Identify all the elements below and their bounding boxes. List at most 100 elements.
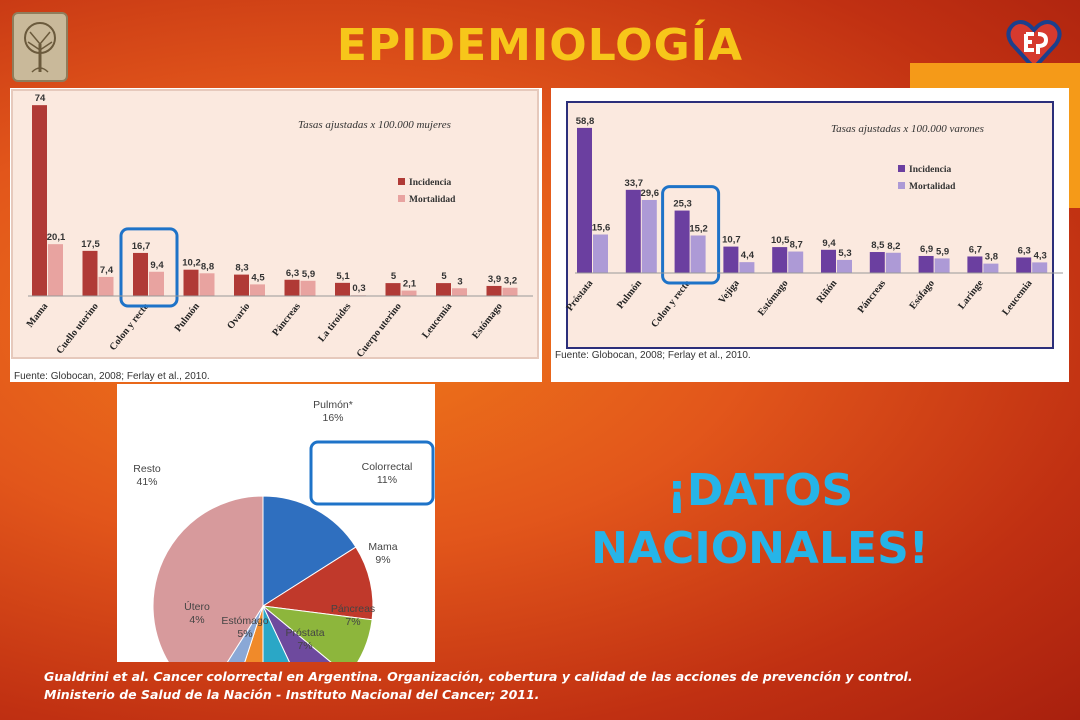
pie-slice-resto bbox=[152, 495, 264, 662]
bar-incidencia-pancreas bbox=[284, 279, 300, 296]
legend-label-mortalidad: Mortalidad bbox=[909, 182, 956, 192]
value-label-mortalidad-pancreas: 5,9 bbox=[302, 269, 315, 280]
bar-mortalidad-rinon bbox=[837, 259, 852, 273]
bar-incidencia-ovario bbox=[234, 274, 249, 296]
bar-incidencia-leucemia bbox=[436, 283, 451, 296]
value-label-incidencia-colon-y-recto: 16,7 bbox=[132, 241, 151, 252]
bar-incidencia-cuerpo-uterino bbox=[385, 283, 401, 296]
pie-slice-estomago bbox=[244, 605, 264, 662]
value-label-incidencia-pulmon: 10,2 bbox=[182, 258, 201, 269]
bar-mortalidad-pancreas bbox=[885, 252, 901, 273]
bar-mortalidad-cuerpo-uterino bbox=[401, 290, 417, 296]
bar-mortalidad-estomago bbox=[788, 251, 804, 273]
bar-incidencia-colon-y-recto bbox=[674, 210, 690, 273]
value-label-incidencia-vejiga: 10,7 bbox=[722, 235, 741, 246]
value-label-mortalidad-colon-y-recto: 9,4 bbox=[150, 260, 164, 271]
bar-mortalidad-laringe bbox=[983, 263, 999, 273]
value-label-incidencia-leucemia: 6,3 bbox=[1018, 245, 1031, 256]
chart-title: Tasas ajustadas x 100.000 mujeres bbox=[298, 119, 451, 131]
value-label-incidencia-laringe: 6,7 bbox=[969, 244, 982, 255]
bar-mortalidad-colon-y-recto bbox=[690, 235, 706, 273]
highlight-box-colon-y-recto bbox=[661, 185, 721, 285]
citation: Gualdrini et al. Cancer colorrectal en A… bbox=[44, 668, 1064, 704]
value-label-incidencia-pancreas: 6,3 bbox=[286, 268, 299, 279]
pie-pct-resto: 41% bbox=[136, 476, 157, 488]
value-label-incidencia-pancreas: 8,5 bbox=[871, 240, 885, 251]
value-label-mortalidad-la-tiroides: 0,3 bbox=[352, 283, 365, 294]
chart-source: Fuente: Globocan, 2008; Ferlay et al., 2… bbox=[14, 371, 210, 382]
bar-mortalidad-ovario bbox=[250, 284, 265, 296]
value-label-incidencia-cuerpo-uterino: 5 bbox=[391, 271, 397, 282]
value-label-mortalidad-pancreas: 8,2 bbox=[887, 241, 900, 252]
bar-mortalidad-pulmon bbox=[199, 273, 215, 296]
value-label-incidencia-estomago: 3,9 bbox=[488, 274, 501, 285]
bar-incidencia-pulmon bbox=[183, 269, 199, 296]
value-label-incidencia-prostata: 58,8 bbox=[576, 116, 595, 127]
value-label-mortalidad-ovario: 4,5 bbox=[251, 272, 265, 283]
bar-mortalidad-prostata bbox=[593, 234, 608, 273]
pie-label-utero: Útero bbox=[184, 600, 210, 613]
value-label-mortalidad-laringe: 3,8 bbox=[985, 252, 998, 263]
bar-mortalidad-vejiga bbox=[739, 262, 755, 273]
highlight-box-colon-y-recto bbox=[119, 227, 179, 308]
pie-slice-mama bbox=[261, 605, 373, 662]
value-label-incidencia-estomago: 10,5 bbox=[771, 235, 790, 246]
national-pie-chart-svg: Pulmón*16%Colorrectal11%Mama9%Páncreas7%… bbox=[133, 399, 435, 662]
bar-incidencia-leucemia bbox=[1016, 257, 1032, 273]
pie-label-pancreas: Páncreas bbox=[331, 603, 375, 615]
pie-pct-pancreas: 7% bbox=[345, 616, 360, 628]
bar-mortalidad-esofago bbox=[934, 258, 950, 273]
bar-incidencia-vejiga bbox=[723, 246, 739, 273]
datos-nacionales-headline: ¡DATOS NACIONALES! bbox=[560, 462, 960, 578]
national-pie-chart: Pulmón* 16% Colorrectal 11% Mama 9% Páncreas 7%… bbox=[117, 384, 435, 662]
legend-swatch-incidencia bbox=[898, 165, 905, 172]
bar-mortalidad-pancreas bbox=[300, 280, 316, 296]
value-label-incidencia-esofago: 6,9 bbox=[920, 244, 933, 255]
pie-label-resto: Resto bbox=[133, 463, 161, 475]
page-title: EPIDEMIOLOGÍA bbox=[336, 20, 744, 71]
value-label-incidencia-rinon: 9,4 bbox=[822, 238, 836, 249]
value-label-mortalidad-leucemia: 4,3 bbox=[1034, 250, 1047, 261]
bar-mortalidad-leucemia bbox=[1032, 262, 1048, 273]
tree-icon bbox=[24, 22, 56, 73]
chart-frame bbox=[11, 89, 539, 359]
men-bar-chart-svg: Tasas ajustadas x 100.000 varones Inciden… bbox=[555, 101, 1063, 361]
headline-line-1: ¡DATOS bbox=[666, 465, 854, 516]
pie-slice-pancreas bbox=[262, 605, 332, 662]
value-label-mortalidad-colon-y-recto: 15,2 bbox=[689, 223, 708, 234]
chart-source: Fuente: Globocan, 2008; Ferlay et al., 2… bbox=[555, 350, 751, 361]
bar-incidencia-rinon bbox=[821, 249, 836, 273]
legend-swatch-incidencia bbox=[398, 178, 405, 185]
bar-incidencia-prostata bbox=[577, 127, 592, 273]
bar-incidencia-estomago bbox=[772, 247, 788, 273]
headline-line-2: NACIONALES! bbox=[591, 523, 929, 574]
value-label-incidencia-mama: 74 bbox=[35, 93, 46, 104]
institution-logo bbox=[12, 12, 68, 82]
value-label-mortalidad-pulmon: 29,6 bbox=[641, 188, 660, 199]
pie-pct-utero: 4% bbox=[189, 614, 204, 626]
value-label-mortalidad-cuello-uterino: 7,4 bbox=[100, 265, 114, 276]
pie-slice-prostata bbox=[262, 605, 290, 662]
heart-logo-icon bbox=[1006, 20, 1062, 71]
value-label-mortalidad-prostata: 15,6 bbox=[592, 223, 611, 234]
bar-mortalidad-mama bbox=[48, 244, 63, 296]
bar-mortalidad-colon-y-recto bbox=[149, 271, 164, 296]
value-label-mortalidad-cuerpo-uterino: 2,1 bbox=[403, 279, 417, 290]
value-label-mortalidad-vejiga: 4,4 bbox=[741, 250, 755, 261]
value-label-mortalidad-mama: 20,1 bbox=[47, 232, 66, 243]
legend-label-mortalidad: Mortalidad bbox=[409, 195, 456, 205]
pie-pct-estomago: 5% bbox=[237, 628, 252, 640]
pie-pct-mama: 9% bbox=[375, 554, 390, 566]
pie-label-mama: Mama bbox=[368, 541, 397, 553]
value-label-incidencia-ovario: 8,3 bbox=[235, 263, 248, 274]
value-label-incidencia-colon-y-recto: 25,3 bbox=[673, 199, 692, 210]
bar-mortalidad-cuello-uterino bbox=[98, 276, 114, 296]
women-bar-chart-svg: Tasas ajustadas x 100.000 mujeres Inciden… bbox=[11, 89, 539, 382]
value-label-mortalidad-rinon: 5,3 bbox=[838, 248, 851, 259]
bar-incidencia-pulmon bbox=[625, 189, 641, 273]
legend-label-incidencia: Incidencia bbox=[409, 178, 451, 188]
value-label-incidencia-cuello-uterino: 17,5 bbox=[81, 239, 100, 250]
pie-slice-pulmon bbox=[262, 495, 357, 607]
chart-title: Tasas ajustadas x 100.000 varones bbox=[831, 123, 984, 135]
value-label-mortalidad-estomago: 3,2 bbox=[504, 276, 517, 287]
